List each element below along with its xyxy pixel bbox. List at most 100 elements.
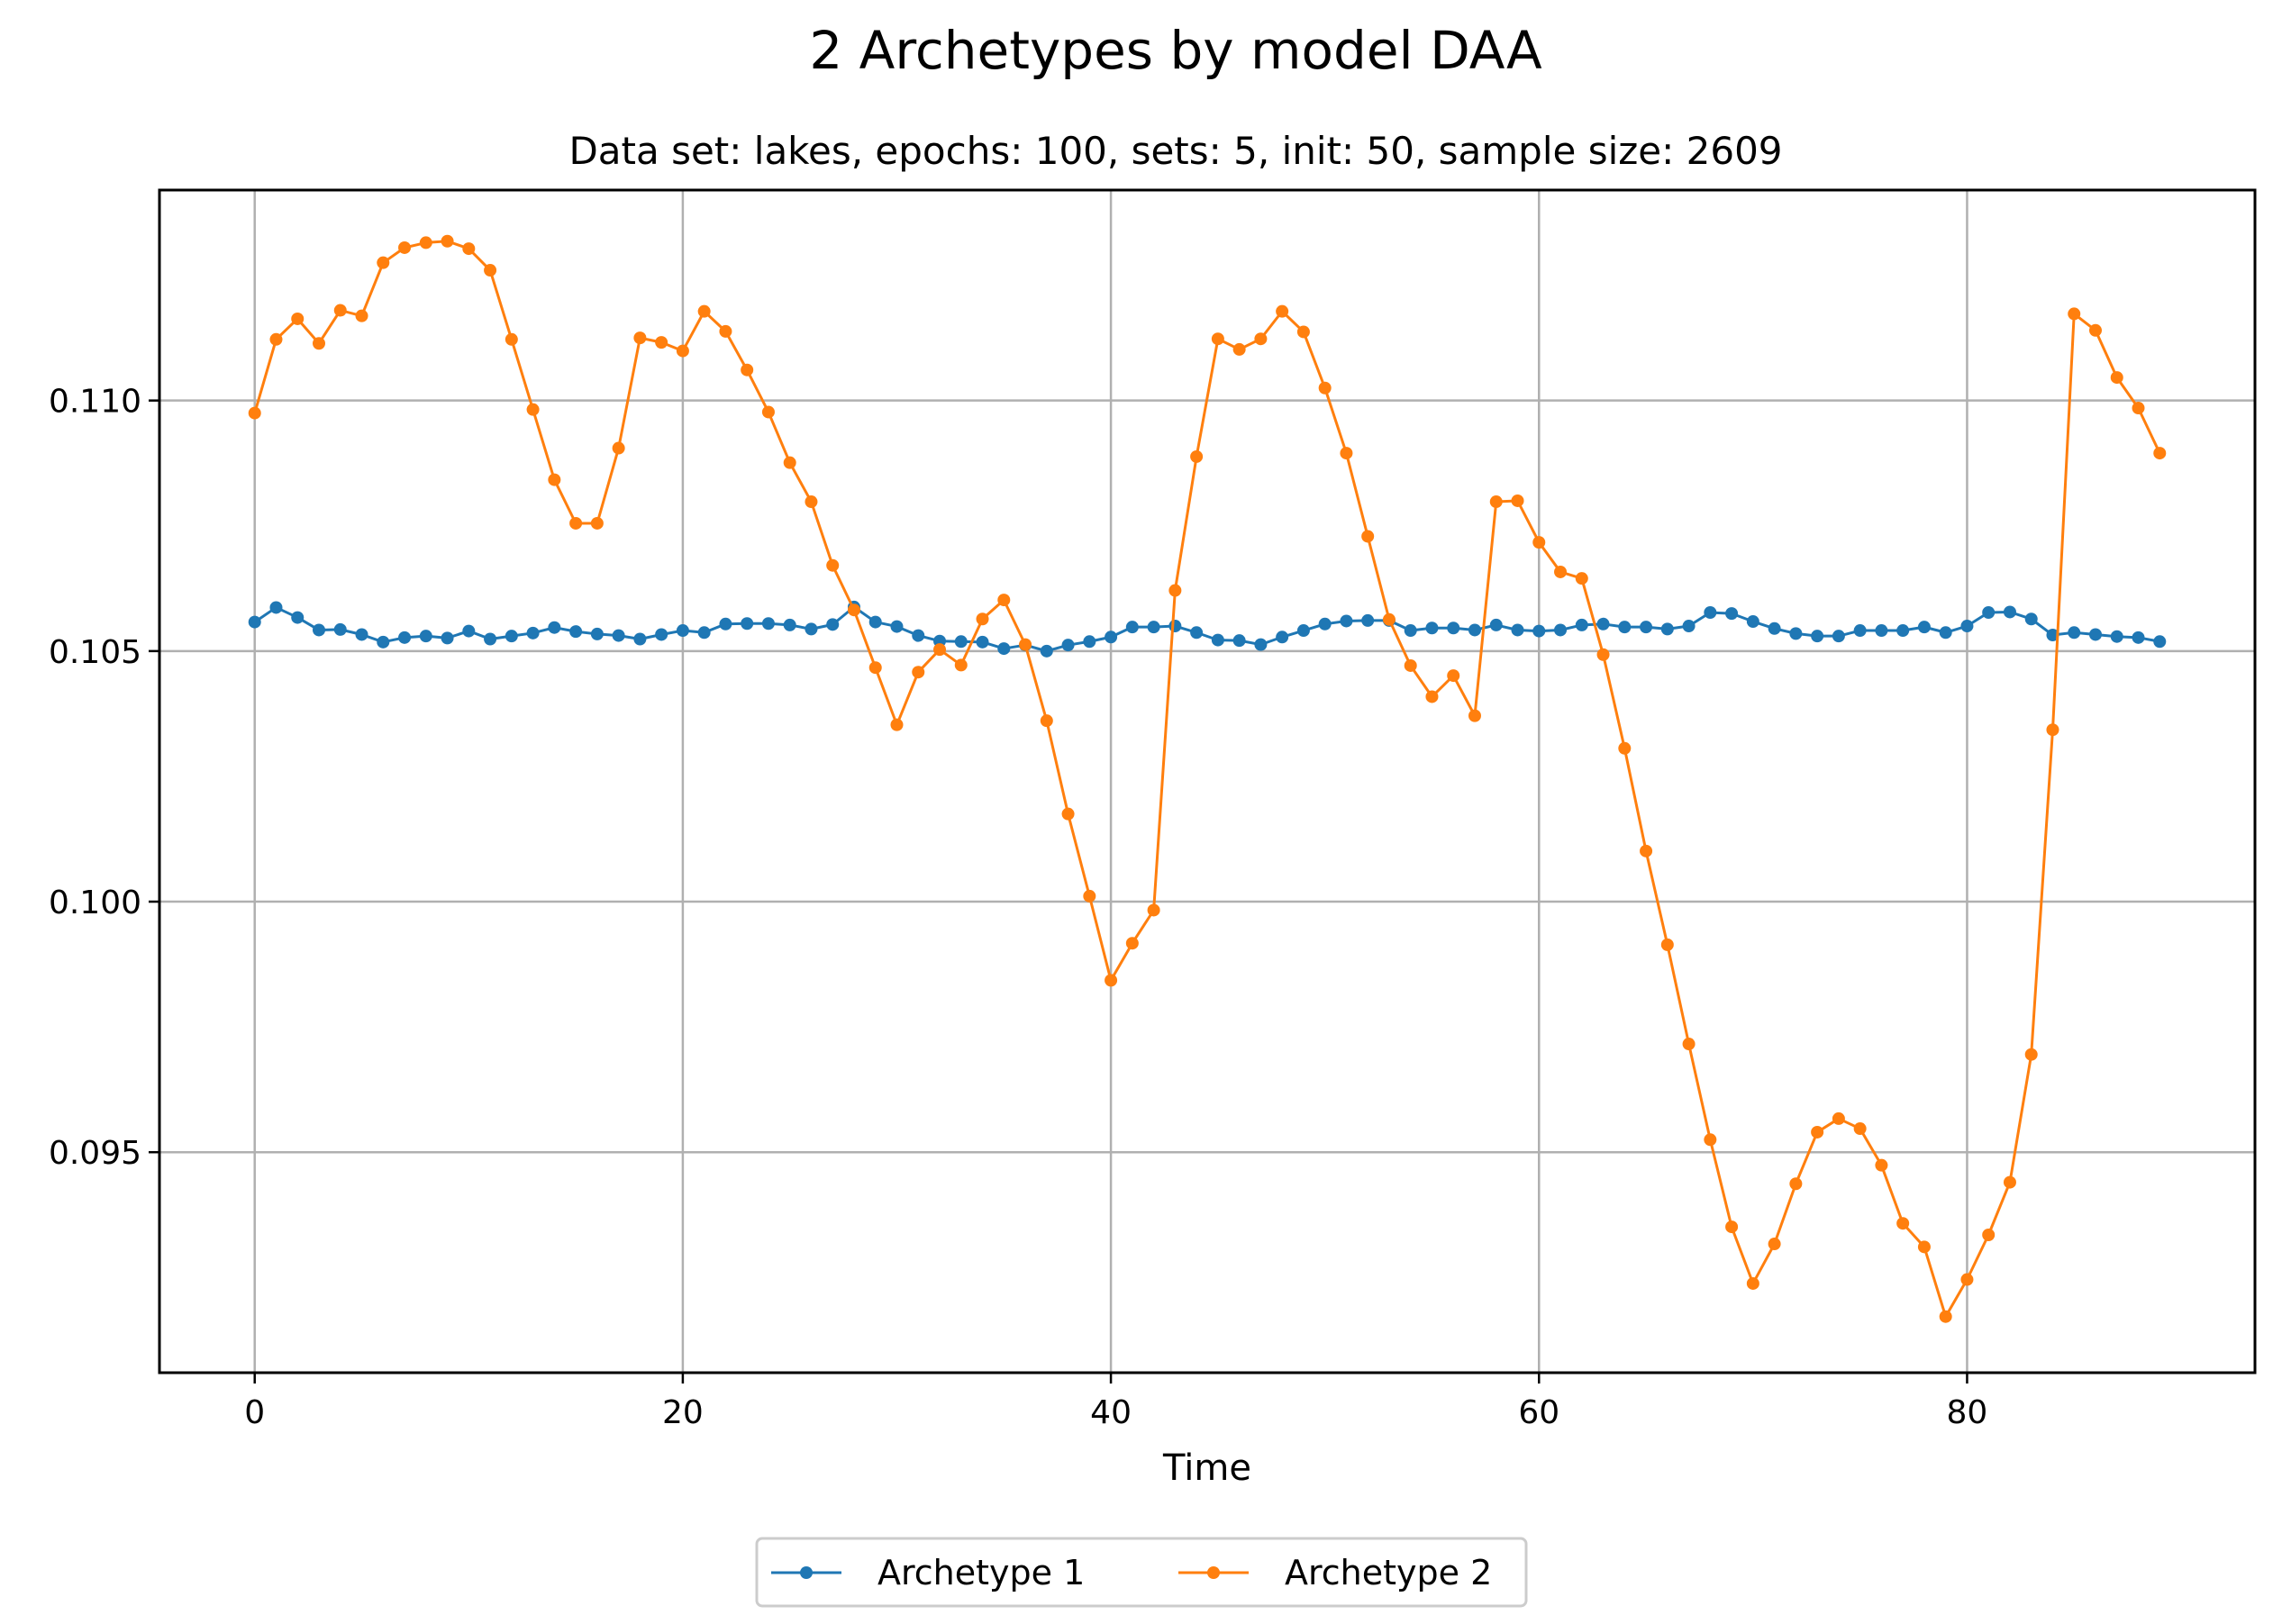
data-point <box>1468 709 1481 722</box>
data-point <box>333 622 347 636</box>
data-point <box>1682 620 1696 633</box>
data-point <box>1019 638 1032 651</box>
chart-title: 2 Archetypes by model DAA <box>809 20 1542 81</box>
data-point <box>912 666 925 679</box>
data-point <box>1276 304 1289 318</box>
data-point <box>1982 606 1996 620</box>
data-point <box>1447 621 1460 635</box>
x-axis: 0 20 40 60 80 <box>244 1373 1987 1431</box>
data-point <box>805 495 818 509</box>
data-point <box>1725 1220 1739 1234</box>
data-point <box>484 632 497 646</box>
data-point <box>1296 325 1310 339</box>
x-tick-label: 60 <box>1518 1394 1559 1431</box>
data-point <box>1532 536 1546 549</box>
data-point <box>933 643 947 657</box>
data-point <box>548 473 561 486</box>
grid-lines <box>159 190 2255 1373</box>
data-point <box>398 240 412 254</box>
data-point <box>419 236 432 249</box>
data-point <box>1361 613 1375 627</box>
data-point <box>2132 402 2145 415</box>
data-point <box>805 622 818 636</box>
data-point <box>1939 1310 1952 1323</box>
data-point <box>1168 584 1182 597</box>
data-point <box>1811 1125 1824 1139</box>
data-point <box>890 620 904 633</box>
y-tick-label: 0.095 <box>49 1135 141 1172</box>
data-point <box>248 615 261 629</box>
data-point <box>1105 631 1118 644</box>
data-point <box>1105 974 1118 987</box>
data-point <box>1532 624 1546 638</box>
data-point <box>612 441 625 455</box>
data-point <box>419 630 432 643</box>
data-point <box>655 628 668 641</box>
data-point <box>1853 624 1867 638</box>
data-point <box>1682 1038 1696 1051</box>
data-point <box>1960 620 1974 633</box>
data-point <box>719 617 732 631</box>
data-point <box>1660 938 1674 951</box>
data-point <box>1746 1276 1759 1290</box>
data-point <box>655 336 668 349</box>
data-point <box>890 718 904 731</box>
data-point <box>1511 623 1524 637</box>
data-point <box>826 618 840 631</box>
data-point <box>1746 615 1759 629</box>
data-point <box>526 626 540 640</box>
data-point <box>1554 565 1568 578</box>
data-point <box>1875 624 1888 638</box>
data-point <box>1768 621 1781 635</box>
data-point <box>1917 621 1931 634</box>
data-point <box>2088 628 2102 641</box>
y-axis: 0.095 0.100 0.105 0.110 <box>49 384 159 1172</box>
data-point <box>1917 1240 1931 1254</box>
data-point <box>2003 1175 2016 1189</box>
legend-box <box>755 1537 1528 1608</box>
series-line <box>253 240 2161 1319</box>
data-point <box>548 621 561 634</box>
data-point <box>1276 631 1289 644</box>
data-point <box>505 332 518 346</box>
data-point <box>976 612 989 626</box>
data-point <box>2110 630 2123 643</box>
legend-swatch-marker <box>1207 1566 1220 1579</box>
chart-subtitle: Data set: lakes, epochs: 100, sets: 5, i… <box>568 129 1782 173</box>
data-point <box>868 661 882 675</box>
data-point <box>1489 618 1503 631</box>
data-point <box>1425 690 1439 703</box>
data-point <box>1468 623 1481 637</box>
legend: Archetype 1 Archetype 2 <box>755 1537 1528 1608</box>
data-point <box>1404 658 1417 672</box>
data-point <box>1489 495 1503 509</box>
data-point <box>2046 723 2059 737</box>
data-point <box>313 337 326 350</box>
data-point <box>377 256 390 269</box>
series-line <box>253 605 2160 653</box>
data-point <box>248 406 261 420</box>
legend-swatch-marker <box>800 1566 813 1579</box>
data-point <box>719 324 732 338</box>
data-point <box>505 630 518 643</box>
data-point <box>1040 714 1053 728</box>
data-point <box>1789 627 1803 640</box>
data-point <box>569 516 583 530</box>
data-point <box>269 332 283 346</box>
data-point <box>868 615 882 629</box>
data-point <box>954 658 968 672</box>
data-point <box>1404 624 1417 638</box>
data-point <box>2046 629 2059 642</box>
data-point <box>1232 634 1246 648</box>
data-point <box>1190 449 1204 463</box>
data-point <box>1811 630 1824 643</box>
data-point <box>484 264 497 277</box>
data-point <box>1340 614 1353 628</box>
data-point <box>997 594 1011 607</box>
data-point <box>1125 621 1139 634</box>
data-point <box>1982 1229 1996 1242</box>
x-tick-label: 0 <box>244 1394 265 1431</box>
data-point <box>1939 626 1952 640</box>
data-point <box>269 601 283 614</box>
x-axis-label: Time <box>1162 1447 1251 1489</box>
